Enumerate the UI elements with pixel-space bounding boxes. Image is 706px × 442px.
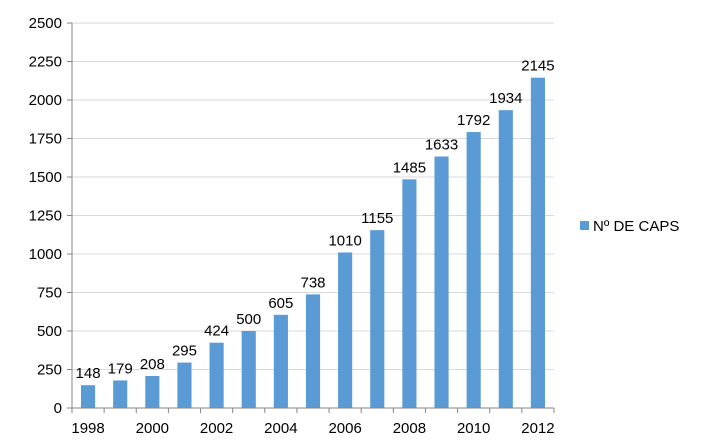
bar: [402, 179, 417, 408]
legend-label: Nº DE CAPS: [593, 218, 679, 235]
bar: [113, 380, 128, 408]
data-label: 148: [76, 365, 101, 382]
y-tick-label: 1750: [29, 131, 62, 148]
bar: [273, 314, 288, 408]
data-label: 179: [108, 360, 133, 377]
data-label: 2145: [521, 58, 554, 75]
bar: [305, 294, 321, 408]
data-label: 424: [204, 323, 229, 340]
legend: Nº DE CAPS: [580, 218, 679, 235]
bar: [338, 252, 353, 408]
x-tick-label: 2012: [521, 420, 554, 437]
data-label: 295: [172, 343, 197, 360]
gridlines: [72, 22, 554, 370]
y-tick-label: 2250: [29, 54, 62, 71]
bar: [241, 331, 256, 408]
y-tick-label: 1500: [29, 169, 62, 186]
bar: [498, 110, 513, 408]
x-tick-label: 1998: [71, 420, 104, 437]
y-axis-ticks: 0 250 500 750 1000 1250 1500 1750 2000 2250 2500: [29, 15, 62, 417]
bar: [209, 342, 224, 408]
bar: [466, 132, 481, 409]
legend-swatch: [580, 221, 589, 230]
x-tick-label: 2002: [200, 420, 233, 437]
data-label: 1010: [328, 232, 361, 249]
data-label: 1633: [425, 137, 458, 154]
y-tick-label: 1000: [29, 246, 62, 263]
x-tick-label: 2006: [328, 420, 361, 437]
bar: [177, 362, 192, 408]
x-axis-ticks: 1998 2000 2002 2004 2006 2008 2010 2012: [71, 420, 554, 437]
y-tick-label: 2000: [29, 92, 62, 109]
data-label: 605: [268, 295, 293, 312]
y-tick-label: 250: [37, 362, 62, 379]
y-tick-label: 0: [54, 400, 62, 417]
axes: [67, 22, 555, 413]
y-tick-label: 500: [37, 323, 62, 340]
y-tick-label: 1250: [29, 208, 62, 225]
data-label: 1934: [489, 90, 522, 107]
data-label: 1792: [457, 112, 490, 129]
data-label: 738: [300, 274, 325, 291]
data-label: 500: [236, 311, 261, 328]
y-tick-label: 2500: [29, 15, 62, 32]
bar: [434, 156, 449, 408]
bar-series: [80, 77, 546, 409]
bar: [530, 77, 546, 409]
data-label: 1485: [393, 159, 426, 176]
data-label: 1155: [361, 210, 393, 227]
x-tick-label: 2000: [136, 420, 169, 437]
y-tick-label: 750: [37, 285, 62, 302]
bar: [145, 375, 160, 408]
x-tick-label: 2004: [264, 420, 297, 437]
x-tick-label: 2010: [457, 420, 490, 437]
x-tick-label: 2008: [393, 420, 426, 437]
data-label: 208: [140, 356, 165, 373]
bar: [80, 385, 96, 408]
bar: [370, 230, 385, 408]
